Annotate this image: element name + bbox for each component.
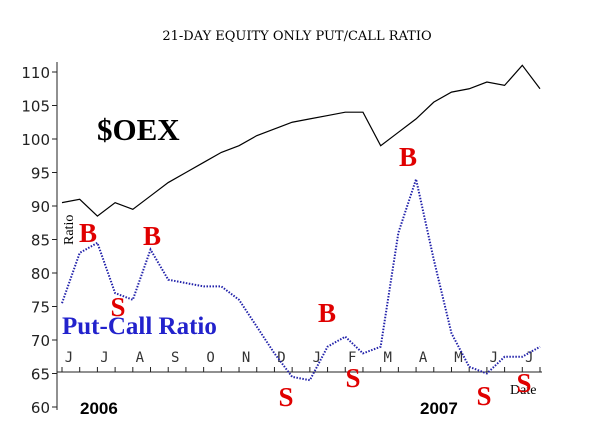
x-tick-label: J	[100, 350, 108, 366]
y-tick-label: 100	[21, 131, 50, 149]
annotation: S	[110, 292, 125, 322]
annotation: S	[278, 382, 293, 412]
x-tick-label: J	[313, 350, 321, 366]
annotation: S	[345, 363, 360, 393]
x-axis-label: Date	[510, 383, 536, 398]
chart-title: 21-DAY EQUITY ONLY PUT/CALL RATIO	[162, 29, 431, 44]
annotation: B	[399, 142, 417, 172]
annotation: B	[318, 298, 336, 328]
annotation: B	[143, 221, 161, 251]
y-tick-label: 110	[21, 64, 50, 82]
series-label: $OEX	[97, 112, 180, 147]
annotation: S	[476, 381, 491, 411]
series-line	[61, 64, 541, 217]
x-tick-label: M	[383, 350, 391, 366]
y-tick-label: 75	[31, 299, 50, 317]
y-tick-label: 70	[31, 332, 50, 350]
y-tick-label: 95	[31, 165, 50, 183]
y-tick-label: 60	[31, 399, 50, 417]
x-tick-label: D	[277, 350, 285, 366]
x-tick-label: A	[136, 350, 145, 366]
x-tick-label: N	[242, 350, 250, 366]
series-label: Put-Call Ratio	[62, 313, 217, 340]
x-tick-label: J	[490, 350, 498, 366]
y-tick-label: 85	[31, 232, 50, 250]
x-tick-label: J	[525, 350, 533, 366]
series-line	[61, 175, 541, 382]
annotation: B	[79, 218, 97, 248]
year-label: 2006	[80, 399, 118, 418]
x-tick-label: A	[419, 350, 428, 366]
y-tick-label: 90	[31, 198, 50, 216]
x-tick-label: O	[206, 350, 214, 366]
x-tick-label: F	[348, 350, 356, 366]
annotation: S	[516, 368, 531, 398]
year-label: 2007	[420, 399, 458, 418]
y-axis-label: Ratio	[62, 215, 77, 245]
y-tick-label: 80	[31, 265, 50, 283]
x-tick-label: S	[171, 350, 179, 366]
y-tick-label: 65	[31, 366, 50, 384]
x-tick-label: M	[454, 350, 462, 366]
x-tick-label: J	[65, 350, 73, 366]
y-tick-label: 105	[21, 98, 50, 116]
